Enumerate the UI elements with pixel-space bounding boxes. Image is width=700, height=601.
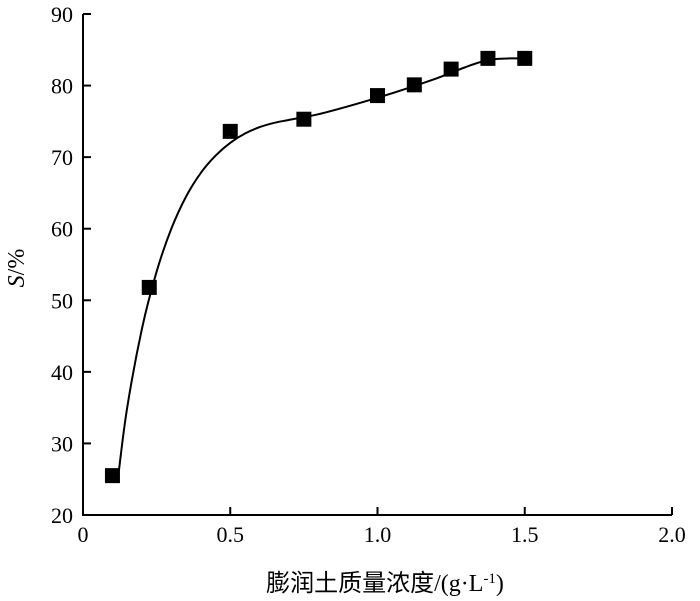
data-point	[517, 50, 533, 66]
x-tick-label: 0.5	[217, 522, 245, 547]
ticks: 0 0.5 1.0 1.5 2.0 20 30 40 50 60 70 80 90	[51, 2, 686, 547]
data-point	[406, 77, 422, 93]
x-tick-label: 1.5	[511, 522, 539, 547]
y-tick-label: 90	[51, 2, 73, 27]
data-point	[104, 468, 120, 484]
fit-curve-layer	[117, 57, 525, 476]
y-tick-label: 20	[51, 503, 73, 528]
data-point	[141, 279, 157, 295]
data-points	[104, 50, 533, 484]
y-tick-label: 50	[51, 288, 73, 313]
y-axis-label: S/%	[4, 249, 30, 288]
x-tick-label: 0	[78, 522, 89, 547]
y-tick-label: 40	[51, 360, 73, 385]
y-tick-label: 30	[51, 431, 73, 456]
data-point	[296, 111, 312, 127]
y-tick-label: 70	[51, 145, 73, 170]
data-point	[443, 61, 459, 77]
x-tick-label: 1.0	[364, 522, 392, 547]
y-tick-label: 60	[51, 217, 73, 242]
x-axis-label: 膨润土质量浓度/(g·L-1)	[266, 570, 504, 597]
data-point	[480, 50, 496, 66]
x-tick-label: 2.0	[658, 522, 686, 547]
x-axis-label-superscript: -1	[483, 571, 496, 587]
data-point	[370, 88, 385, 104]
fit-curve	[117, 57, 525, 476]
y-tick-label: 80	[51, 74, 73, 99]
data-point	[222, 123, 238, 139]
